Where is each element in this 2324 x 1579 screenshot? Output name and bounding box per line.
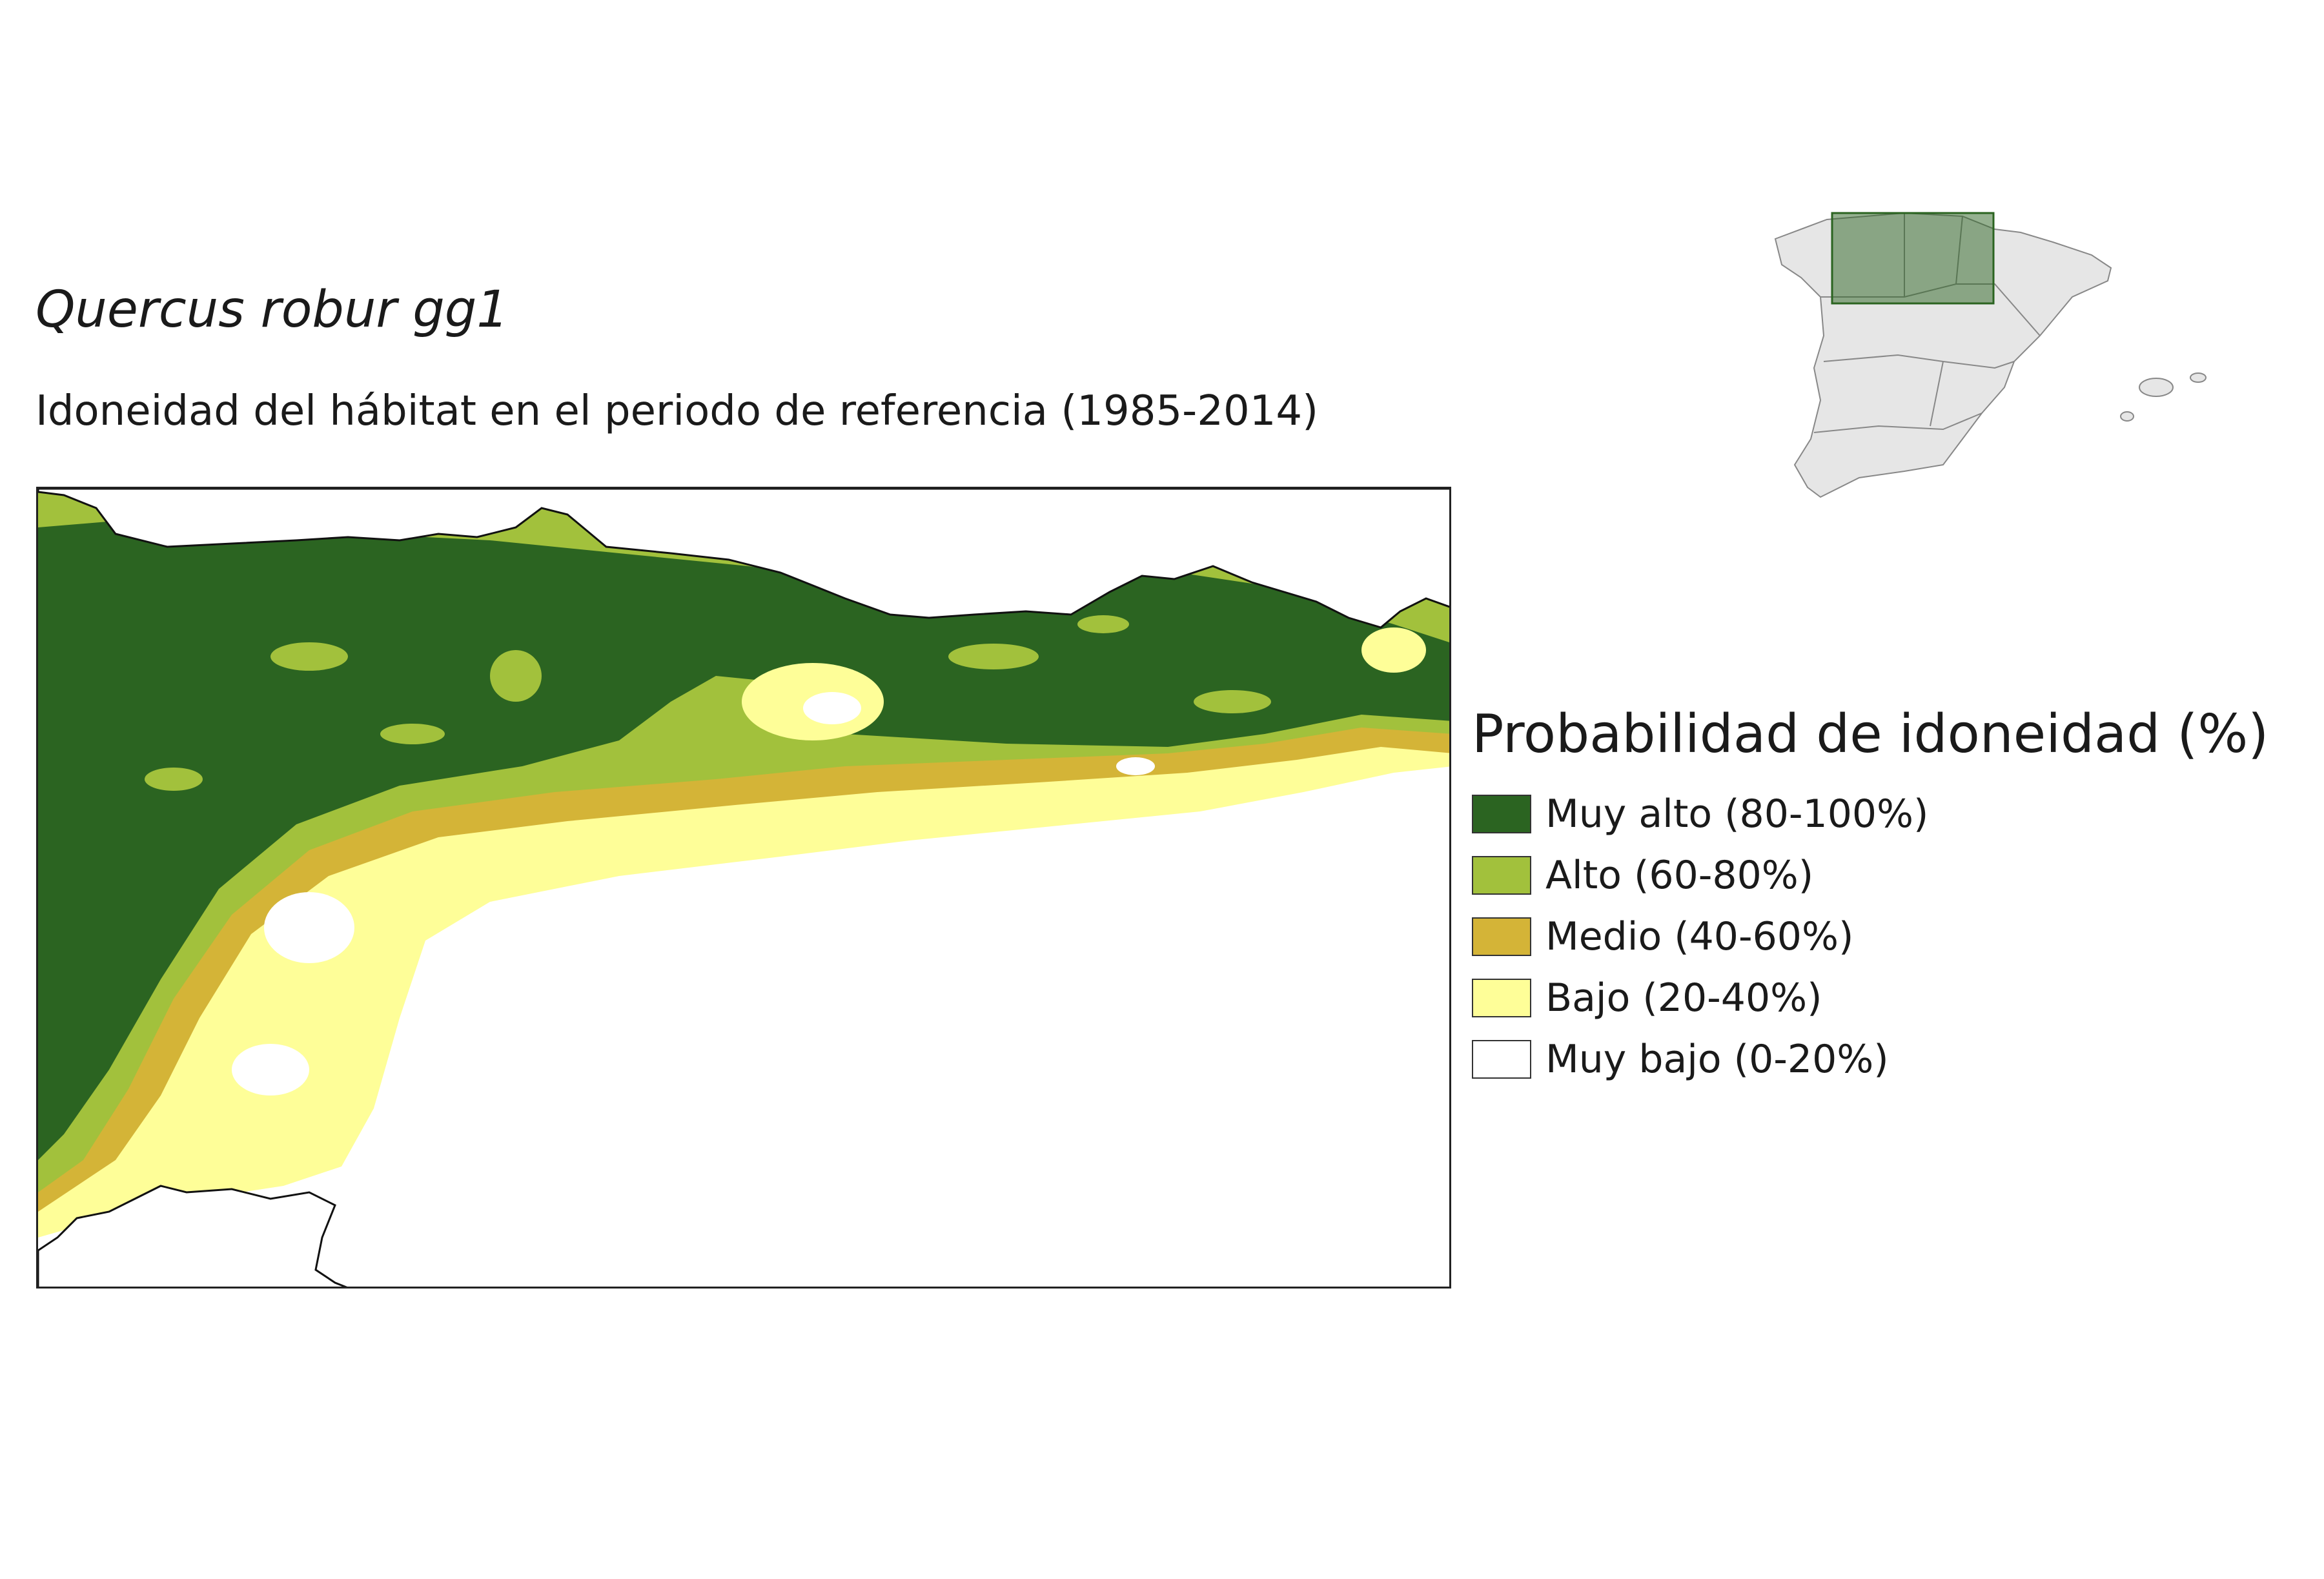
- legend-label: Muy alto (80-100%): [1545, 791, 1929, 837]
- clearings: [232, 627, 1426, 1095]
- habitat-suitability-map: [36, 487, 1451, 1289]
- legend-item: Medio (40-60%): [1472, 906, 2268, 967]
- legend-title: Probabilidad de idoneidad (%): [1472, 704, 2269, 765]
- spain-locator-map: [1774, 212, 2207, 498]
- legend-label: Alto (60-80%): [1545, 852, 1814, 898]
- legend-swatch: [1472, 917, 1531, 956]
- legend-label: Muy bajo (0-20%): [1545, 1036, 1889, 1082]
- legend-item: Muy alto (80-100%): [1472, 783, 2268, 844]
- study-area-highlight: [1831, 212, 1995, 305]
- portugal-area: [38, 1185, 348, 1287]
- map-subtitle: Idoneidad del hábitat en el periodo de r…: [36, 387, 1319, 435]
- legend: Probabilidad de idoneidad (%) Muy alto (…: [1472, 704, 2268, 1090]
- legend-swatch: [1472, 1039, 1531, 1079]
- balearic-islands: [2120, 372, 2207, 422]
- legend-label: Bajo (20-40%): [1545, 975, 1822, 1021]
- alto-patches: [145, 615, 1271, 791]
- legend-swatch: [1472, 794, 1531, 833]
- zone-muy-alto: [38, 514, 1449, 1160]
- legend-swatch: [1472, 855, 1531, 895]
- map-title: Quercus robur gg1: [36, 281, 509, 339]
- legend-swatch: [1472, 978, 1531, 1017]
- suitability-raster: [38, 489, 1449, 1287]
- legend-item: Alto (60-80%): [1472, 844, 2268, 906]
- legend-item: Bajo (20-40%): [1472, 967, 2268, 1028]
- sea-area: [38, 489, 1449, 629]
- legend-label: Medio (40-60%): [1545, 913, 1854, 959]
- legend-item: Muy bajo (0-20%): [1472, 1028, 2268, 1090]
